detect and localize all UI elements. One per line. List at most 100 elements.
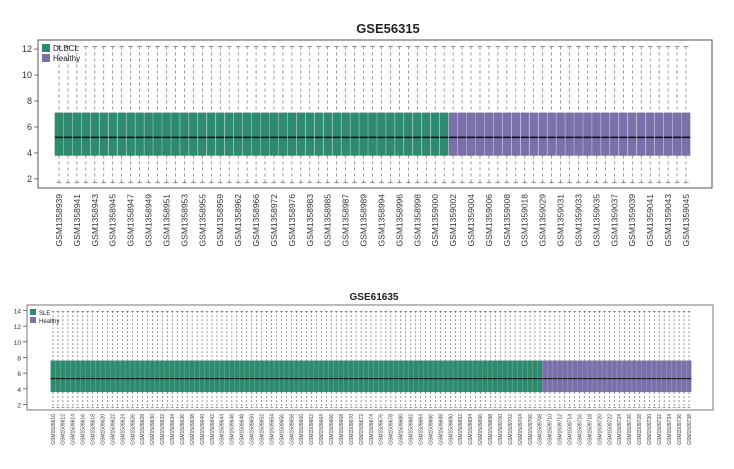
x-tick-label: GSM1509622 bbox=[110, 414, 116, 445]
box-sle bbox=[164, 310, 170, 408]
x-tick-label: GSM1359018 bbox=[520, 194, 530, 247]
box-sle bbox=[289, 310, 294, 408]
y-tick-label: 4 bbox=[17, 387, 21, 394]
box-iqr bbox=[475, 112, 485, 156]
y-tick-label: 12 bbox=[22, 44, 32, 54]
box-sle bbox=[100, 310, 106, 408]
legend-swatch-sle bbox=[30, 309, 36, 315]
box-iqr bbox=[477, 360, 483, 393]
box-dlbcl bbox=[215, 46, 225, 184]
box-sle bbox=[373, 310, 379, 408]
box-iqr bbox=[430, 112, 440, 156]
box-healthy bbox=[577, 310, 583, 408]
box-iqr bbox=[233, 112, 243, 156]
x-tick-label: GSM1359035 bbox=[591, 194, 601, 247]
chart-title: GSE61635 bbox=[350, 292, 399, 303]
x-tick-label: GSM1509722 bbox=[607, 414, 613, 445]
box-dlbcl bbox=[260, 46, 270, 184]
box-iqr bbox=[502, 360, 508, 393]
box-sle bbox=[249, 310, 255, 408]
box-sle bbox=[303, 310, 309, 408]
box-sle bbox=[264, 310, 270, 408]
box-sle bbox=[492, 310, 498, 408]
box-sle bbox=[259, 310, 265, 408]
box-iqr bbox=[333, 360, 339, 393]
x-tick-label: GSM1509618 bbox=[91, 414, 97, 445]
box-iqr bbox=[153, 112, 162, 156]
box-sle bbox=[338, 310, 344, 408]
box-dlbcl bbox=[144, 46, 153, 184]
box-sle bbox=[333, 310, 339, 408]
box-iqr bbox=[487, 360, 493, 393]
box-iqr bbox=[189, 112, 198, 156]
box-dlbcl bbox=[269, 46, 279, 184]
box-iqr bbox=[433, 360, 439, 393]
box-sle bbox=[179, 310, 185, 408]
box-dlbcl bbox=[386, 46, 395, 184]
box-iqr bbox=[65, 360, 71, 393]
box-iqr bbox=[562, 360, 568, 393]
x-tick-label: GSM1509650 bbox=[250, 414, 256, 445]
x-tick-label: GSM1358951 bbox=[161, 194, 171, 247]
x-tick-label: GSM1509680 bbox=[399, 414, 405, 445]
box-iqr bbox=[619, 112, 628, 156]
x-tick-label: GSM1509690 bbox=[448, 414, 454, 445]
x-tick-label: GSM1509616 bbox=[81, 414, 87, 445]
box-iqr bbox=[395, 112, 404, 156]
box-iqr bbox=[457, 112, 467, 156]
x-tick-label: GSM1509738 bbox=[687, 414, 693, 445]
box-iqr bbox=[242, 112, 252, 156]
box-sle bbox=[254, 310, 260, 408]
box-healthy bbox=[572, 310, 578, 408]
box-iqr bbox=[672, 112, 682, 156]
box-iqr bbox=[448, 112, 458, 156]
box-sle bbox=[443, 310, 448, 408]
box-sle bbox=[140, 310, 145, 408]
y-tick-label: 10 bbox=[22, 70, 32, 80]
box-sle bbox=[358, 310, 364, 408]
box-iqr bbox=[305, 112, 315, 156]
x-tick-label: GSM1509656 bbox=[279, 414, 285, 445]
x-tick-label: GSM1358943 bbox=[90, 194, 100, 247]
box-iqr bbox=[462, 360, 468, 393]
box-iqr bbox=[565, 112, 574, 156]
box-healthy bbox=[676, 310, 682, 408]
box-iqr bbox=[654, 112, 664, 156]
box-iqr bbox=[90, 360, 96, 393]
x-tick-label: GSM1509648 bbox=[240, 414, 246, 445]
box-sle bbox=[154, 310, 160, 408]
box-iqr bbox=[602, 360, 607, 393]
box-iqr bbox=[597, 360, 602, 393]
x-tick-label: GSM1358955 bbox=[197, 194, 207, 247]
box-sle bbox=[174, 310, 180, 408]
box-healthy bbox=[646, 310, 652, 408]
box-iqr bbox=[368, 112, 377, 156]
y-tick-label: 8 bbox=[17, 356, 21, 363]
box-iqr bbox=[592, 360, 598, 393]
box-healthy bbox=[656, 310, 662, 408]
box-iqr bbox=[547, 112, 556, 156]
box-iqr bbox=[358, 360, 364, 393]
box-sle bbox=[462, 310, 468, 408]
box-dlbcl bbox=[413, 46, 422, 184]
x-tick-label: GSM1509666 bbox=[329, 414, 335, 445]
box-healthy bbox=[556, 46, 565, 184]
box-iqr bbox=[502, 112, 512, 156]
x-tick-label: GSM1509736 bbox=[677, 414, 683, 445]
box-iqr bbox=[269, 112, 279, 156]
box-iqr bbox=[215, 112, 225, 156]
box-iqr bbox=[646, 360, 652, 393]
x-tick-label: GSM1509658 bbox=[289, 414, 295, 445]
box-iqr bbox=[343, 360, 349, 393]
box-sle bbox=[80, 310, 86, 408]
box-iqr bbox=[313, 360, 319, 393]
box-iqr bbox=[180, 112, 189, 156]
x-tick-label: GSM1509636 bbox=[180, 414, 186, 445]
legend-swatch-dlbcl bbox=[42, 44, 50, 52]
box-sle bbox=[532, 310, 538, 408]
x-tick-label: GSM1509646 bbox=[230, 414, 236, 445]
box-iqr bbox=[224, 112, 234, 156]
box-iqr bbox=[318, 360, 324, 393]
box-iqr bbox=[592, 112, 601, 156]
box-sle bbox=[75, 310, 81, 408]
